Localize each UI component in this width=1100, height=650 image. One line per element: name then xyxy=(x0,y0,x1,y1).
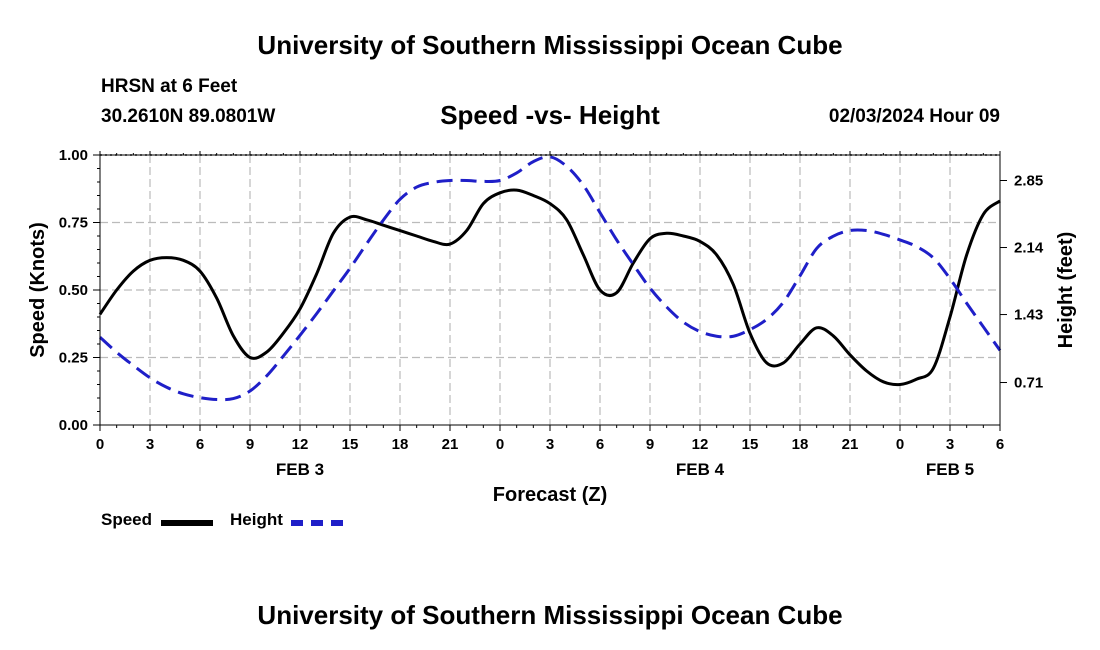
x-tick-label: 9 xyxy=(646,436,654,453)
speed-series-line xyxy=(98,188,1001,387)
station-label: HRSN at 6 Feet xyxy=(101,76,238,97)
x-tick-label: 6 xyxy=(996,436,1004,453)
day-label: FEB 4 xyxy=(676,460,725,479)
x-tick-label: 12 xyxy=(292,436,309,453)
x-tick-label: 6 xyxy=(196,436,204,453)
x-axis-label: Forecast (Z) xyxy=(493,484,607,506)
chart-main-title: University of Southern Mississippi Ocean… xyxy=(257,30,843,60)
x-tick-label: 9 xyxy=(246,436,254,453)
x-tick-label: 12 xyxy=(692,436,709,453)
station-coordinates: 30.2610N 89.0801W xyxy=(101,106,276,127)
x-tick-label: 18 xyxy=(392,436,409,453)
forecast-datetime: 02/03/2024 Hour 09 xyxy=(828,106,1000,127)
y2-tick-label: 1.43 xyxy=(1014,307,1043,324)
y2-axis-label: Height (feet) xyxy=(1055,232,1077,349)
y-tick-label: 0.75 xyxy=(59,215,88,232)
y-axis-label: Speed (Knots) xyxy=(27,222,49,358)
legend-height-swatch xyxy=(291,520,343,526)
x-tick-label: 6 xyxy=(596,436,604,453)
y2-tick-label: 0.71 xyxy=(1014,375,1043,392)
x-tick-label: 3 xyxy=(146,436,154,453)
x-tick-label: 0 xyxy=(96,436,104,453)
y-tick-label: 1.00 xyxy=(59,147,88,164)
day-label: FEB 5 xyxy=(926,460,974,479)
y2-tick-label: 2.14 xyxy=(1014,240,1044,257)
x-tick-label: 15 xyxy=(342,436,359,453)
x-tick-label: 18 xyxy=(792,436,809,453)
x-tick-label: 15 xyxy=(742,436,759,453)
y-tick-label: 0.00 xyxy=(59,417,88,434)
y2-tick-label: 2.85 xyxy=(1014,172,1043,189)
x-tick-label: 0 xyxy=(496,436,504,453)
x-tick-label: 0 xyxy=(896,436,904,453)
day-label: FEB 3 xyxy=(276,460,324,479)
y-tick-label: 0.25 xyxy=(59,350,88,367)
series-layer xyxy=(98,155,1002,402)
grid xyxy=(100,155,1000,425)
height-series-line xyxy=(98,155,1002,402)
legend-height-label: Height xyxy=(230,510,283,529)
x-tick-label: 3 xyxy=(946,436,954,453)
chart-subtitle: Speed -vs- Height xyxy=(440,100,660,130)
x-tick-label: 3 xyxy=(546,436,554,453)
footer-title: University of Southern Mississippi Ocean… xyxy=(257,600,843,630)
legend-speed-label: Speed xyxy=(101,510,153,529)
x-tick-label: 21 xyxy=(442,436,459,453)
x-tick-label: 21 xyxy=(842,436,859,453)
y-tick-label: 0.50 xyxy=(59,282,88,299)
axes: 0 3 6 9 12 15 18 21 0 3 6 9 12 15 18 21 0 3 6 FEB 3 FEB 4 FEB… xyxy=(59,147,1044,479)
legend-speed-swatch xyxy=(161,520,213,526)
